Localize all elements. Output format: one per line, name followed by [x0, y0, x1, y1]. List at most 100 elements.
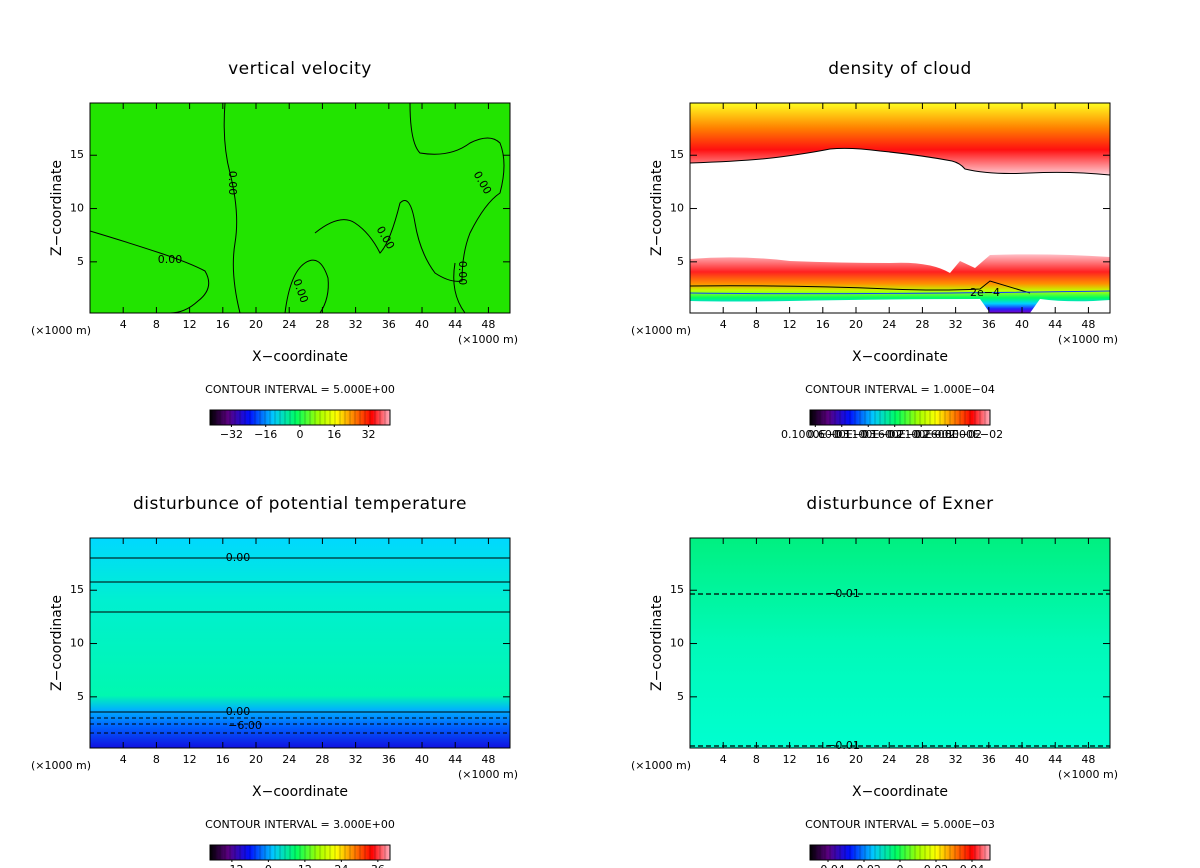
cloud-upper	[690, 103, 1110, 175]
y-tick-label: 10	[670, 202, 684, 215]
contour	[89, 230, 210, 314]
x-tick-label: 28	[315, 753, 329, 766]
plot-area: 2e−4	[689, 103, 1111, 313]
x-tick-label: 40	[415, 753, 429, 766]
contour-label: −6.00	[228, 719, 262, 732]
colorbar-tick-label: 24	[334, 863, 348, 868]
x-tick-label: 40	[1015, 753, 1029, 766]
colorbar-tick-label: 32	[362, 428, 376, 441]
x-unit: (×1000 m)	[458, 768, 518, 781]
x-tick-label: 40	[1015, 318, 1029, 331]
contour-label: 0.00	[158, 253, 183, 266]
x-tick-label: 44	[448, 318, 462, 331]
colorbar-tick-label: 16	[327, 428, 341, 441]
contour	[689, 290, 1111, 295]
x-tick-label: 8	[753, 753, 760, 766]
x-tick-label: 24	[882, 753, 896, 766]
x-tick-label: 16	[216, 753, 230, 766]
x-tick-label: 48	[481, 318, 495, 331]
x-tick-label: 24	[282, 318, 296, 331]
colorbar-tick-label: 12	[298, 863, 312, 868]
contour-label: −0.01	[826, 587, 860, 600]
colorbar-tick-label: 36	[371, 863, 385, 868]
x-axis-label: X−coordinate	[852, 784, 948, 800]
x-tick-label: 36	[982, 753, 996, 766]
contour-interval: CONTOUR INTERVAL = 5.000E+00	[205, 383, 395, 396]
contour	[689, 280, 1031, 294]
x-tick-label: 48	[1081, 753, 1095, 766]
y-tick-label: 15	[670, 148, 684, 161]
x-axis-label: X−coordinate	[852, 349, 948, 365]
contour	[453, 262, 466, 314]
x-tick-label: 4	[120, 318, 127, 331]
contour	[314, 102, 505, 282]
contour	[223, 102, 241, 314]
x-tick-label: 12	[183, 318, 197, 331]
x-unit: (×1000 m)	[631, 759, 691, 772]
x-tick-label: 20	[849, 753, 863, 766]
field	[690, 538, 1110, 748]
panel: −0.01−0.014 8 12 16 20 24 28 32 36 40 44 4851015dis…	[631, 494, 1118, 868]
contour-label: −0.01	[826, 739, 860, 752]
x-tick-label: 32	[949, 753, 963, 766]
colorbar-tick-label: 0	[897, 863, 904, 868]
y-tick-label: 15	[670, 583, 684, 596]
colorbar-tick-label: −32	[220, 428, 243, 441]
x-tick-label: 8	[153, 753, 160, 766]
contour-interval: CONTOUR INTERVAL = 5.000E−03	[805, 818, 995, 831]
x-tick-label: 24	[882, 318, 896, 331]
x-tick-label: 8	[753, 318, 760, 331]
x-tick-label: 4	[120, 753, 127, 766]
x-tick-label: 44	[1048, 318, 1062, 331]
colorbar-tick-label: 0.6000E−03	[807, 428, 876, 441]
x-tick-label: 16	[816, 753, 830, 766]
x-tick-label: 44	[1048, 753, 1062, 766]
chart-title: vertical velocity	[228, 59, 372, 79]
y-tick-label: 15	[70, 148, 84, 161]
y-tick-label: 10	[70, 202, 84, 215]
x-unit: (×1000 m)	[1058, 768, 1118, 781]
plot-frame	[89, 537, 511, 749]
field	[90, 538, 510, 748]
x-tick-label: 48	[481, 753, 495, 766]
x-tick-label: 12	[183, 753, 197, 766]
chart-title: disturbunce of potential temperature	[133, 494, 467, 514]
x-unit: (×1000 m)	[458, 333, 518, 346]
x-tick-label: 36	[382, 753, 396, 766]
cloud-lower	[690, 254, 1110, 313]
contour-label: 0.00	[456, 261, 469, 286]
colorbar-tick-label: 0.1100E−02	[834, 428, 903, 441]
x-axis-label: X−coordinate	[252, 349, 348, 365]
x-tick-label: 36	[382, 318, 396, 331]
x-tick-label: 12	[783, 318, 797, 331]
x-tick-label: 4	[720, 753, 727, 766]
y-tick-label: 5	[677, 255, 684, 268]
colorbar-tick-label: 0.3000E−02	[934, 428, 1003, 441]
plot-frame	[689, 102, 1111, 314]
x-tick-label: 12	[783, 753, 797, 766]
colorbar-tick-label: 0.1000E−03	[781, 428, 850, 441]
y-tick-label: 5	[77, 255, 84, 268]
y-tick-label: 5	[77, 690, 84, 703]
cloud-upper-edge	[689, 147, 1111, 176]
x-tick-label: 32	[349, 753, 363, 766]
contour-label: 0.00	[226, 705, 251, 718]
y-tick-label: 5	[677, 690, 684, 703]
x-tick-label: 20	[249, 318, 263, 331]
contour-interval: CONTOUR INTERVAL = 1.000E−04	[805, 383, 995, 396]
x-unit: (×1000 m)	[1058, 333, 1118, 346]
contour	[284, 259, 329, 314]
chart-title: density of cloud	[828, 59, 972, 79]
contour-label: 0.00	[226, 551, 251, 564]
x-tick-label: 32	[349, 318, 363, 331]
y-axis-label: Z−coordinate	[649, 595, 665, 691]
x-unit: (×1000 m)	[31, 324, 91, 337]
colorbar-tick-label: 0.2600E−02	[913, 428, 982, 441]
y-axis-label: Z−coordinate	[49, 160, 65, 256]
x-tick-label: 24	[282, 753, 296, 766]
colorbar-tick-label: 0.04	[960, 863, 985, 868]
colorbar-tick-label: 0	[265, 863, 272, 868]
colorbar-tick-label: −12	[220, 863, 243, 868]
